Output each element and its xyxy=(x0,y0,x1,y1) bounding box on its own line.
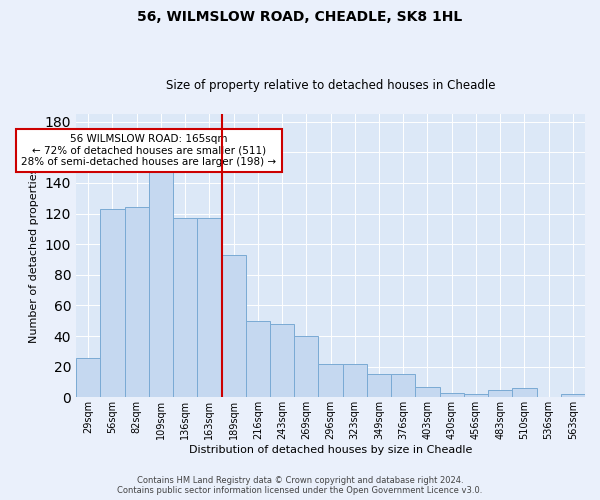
Y-axis label: Number of detached properties: Number of detached properties xyxy=(29,168,39,344)
Title: Size of property relative to detached houses in Cheadle: Size of property relative to detached ho… xyxy=(166,79,496,92)
Bar xyxy=(76,358,100,398)
Bar xyxy=(391,374,415,398)
Bar xyxy=(319,364,343,398)
Bar xyxy=(270,324,294,398)
Bar xyxy=(561,394,585,398)
Bar xyxy=(221,255,246,398)
Bar xyxy=(488,390,512,398)
Bar xyxy=(512,388,536,398)
Text: 56, WILMSLOW ROAD, CHEADLE, SK8 1HL: 56, WILMSLOW ROAD, CHEADLE, SK8 1HL xyxy=(137,10,463,24)
Bar xyxy=(125,208,149,398)
Bar xyxy=(440,393,464,398)
Bar xyxy=(415,386,440,398)
Bar xyxy=(464,394,488,398)
Bar xyxy=(173,218,197,398)
Bar xyxy=(149,168,173,398)
Bar xyxy=(100,209,125,398)
Bar xyxy=(246,321,270,398)
X-axis label: Distribution of detached houses by size in Cheadle: Distribution of detached houses by size … xyxy=(189,445,472,455)
Bar xyxy=(197,218,221,398)
Bar xyxy=(294,336,319,398)
Bar xyxy=(343,364,367,398)
Text: 56 WILMSLOW ROAD: 165sqm
← 72% of detached houses are smaller (511)
28% of semi-: 56 WILMSLOW ROAD: 165sqm ← 72% of detach… xyxy=(21,134,277,167)
Text: Contains HM Land Registry data © Crown copyright and database right 2024.
Contai: Contains HM Land Registry data © Crown c… xyxy=(118,476,482,495)
Bar xyxy=(367,374,391,398)
